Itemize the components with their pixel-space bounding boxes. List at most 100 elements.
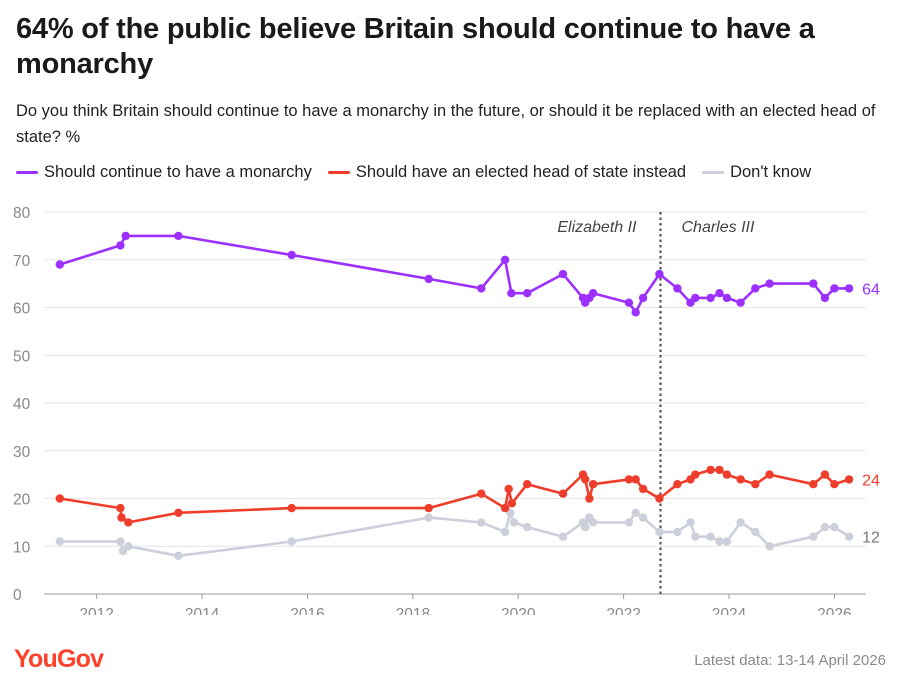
x-tick-label-2024: 2024 [712,606,747,615]
legend: Should continue to have a monarchy Shoul… [16,163,811,182]
data-point-elected [500,503,510,513]
data-point-monarchy [655,269,664,279]
data-point-monarchy [558,269,568,279]
data-point-monarchy [715,289,724,298]
data-point-elected [673,480,682,489]
data-point-elected [424,503,433,513]
series-monarchy [55,231,854,317]
data-point-elected [765,470,774,479]
data-point-elected [844,475,854,484]
y-tick-label-50: 50 [13,348,31,365]
data-point-elected [174,508,183,517]
data-point-elected [722,470,732,479]
data-point-dont-know [116,537,125,546]
data-point-dont-know [715,537,724,546]
data-point-monarchy [736,298,745,307]
series-line-dont-know [58,511,851,558]
data-point-elected [117,513,126,522]
legend-item-elected: Should have an elected head of state ins… [327,163,687,182]
data-point-elected [116,503,125,513]
data-point-dont-know [174,551,183,560]
data-point-dont-know [638,513,648,522]
legend-swatch-elected [327,171,350,174]
data-point-elected [585,494,594,503]
x-tick-label-2014: 2014 [185,606,220,615]
data-point-monarchy [507,289,516,298]
data-point-monarchy [55,260,64,269]
data-point-dont-know [624,518,634,527]
data-point-dont-know [765,542,774,551]
series [55,231,854,560]
data-point-monarchy [477,284,486,293]
y-tick-label-10: 10 [13,539,31,556]
legend-item-monarchy: Should continue to have a monarchy [16,163,312,182]
data-point-dont-know [424,513,433,522]
data-point-monarchy [691,293,700,303]
latest-data-note: Latest data: 13-14 April 2026 [694,652,886,669]
data-point-monarchy [116,241,125,250]
data-point-monarchy [631,308,640,317]
chart-subtitle: Do you think Britain should continue to … [16,102,876,146]
x-tick-label-2012: 2012 [79,606,113,615]
x-tick-label-2018: 2018 [396,606,430,615]
y-tick-label-40: 40 [13,396,31,413]
data-point-elected [124,518,133,527]
series-line-elected [58,468,851,524]
x-tick-label-2026: 2026 [817,606,851,615]
data-point-monarchy [638,293,648,303]
data-point-monarchy [830,284,839,293]
data-point-elected [830,480,839,489]
data-point-elected [507,499,517,508]
data-point-monarchy [820,293,830,303]
axis-ticks: 0 10 20 30 40 50 60 70 80 2012 2014 2016 2018 2020 202… [13,205,852,615]
data-point-dont-know [809,532,818,541]
data-point-dont-know [736,518,745,527]
data-point-monarchy [174,231,183,241]
data-point-dont-know [55,537,64,546]
annotations: Elizabeth II Charles III [557,212,755,594]
data-point-monarchy [809,279,818,288]
data-point-dont-know [751,527,760,537]
x-tick-label-2016: 2016 [290,606,324,615]
end-label-dont-know: 12 [862,530,880,547]
data-point-elected [736,475,745,484]
data-point-dont-know [588,518,598,527]
data-point-elected [558,489,568,498]
legend-label-dont-know: Don't know [730,163,812,181]
legend-label-elected: Should have an elected head of state ins… [355,163,687,181]
label-charles-iii: Charles III [682,219,755,236]
data-point-monarchy [424,274,433,284]
chart-title: 64% of the public believe Britain should… [16,13,815,80]
y-tick-label-60: 60 [13,301,31,318]
data-point-dont-know [830,522,839,532]
series-dont-know [55,508,854,560]
label-elizabeth-ii: Elizabeth II [557,219,637,236]
legend-item-dont-know: Don't know [702,163,811,182]
data-point-monarchy [624,298,634,307]
data-point-elected [691,470,700,479]
data-point-elected [631,475,640,484]
end-label-monarchy: 64 [862,281,880,298]
data-point-monarchy [500,255,510,264]
legend-swatch-dont-know [702,171,725,174]
data-point-elected [706,465,715,475]
series-line-monarchy [58,234,851,314]
data-point-elected [504,484,513,494]
data-point-elected [624,475,634,484]
data-point-dont-know [523,522,532,532]
data-point-dont-know [820,522,830,532]
legend-swatch-monarchy [16,171,38,174]
data-point-elected [638,484,648,494]
data-point-elected [809,480,818,489]
data-point-elected [751,480,760,489]
data-point-monarchy [588,289,598,298]
y-tick-label-80: 80 [13,205,31,222]
data-point-elected [523,480,532,489]
data-point-monarchy [673,284,682,293]
data-point-dont-know [581,522,590,532]
series-elected [55,465,854,527]
data-point-monarchy [523,289,532,298]
y-tick-label-70: 70 [13,253,31,270]
data-point-dont-know [673,527,682,537]
end-labels: 12 24 64 [862,281,880,546]
